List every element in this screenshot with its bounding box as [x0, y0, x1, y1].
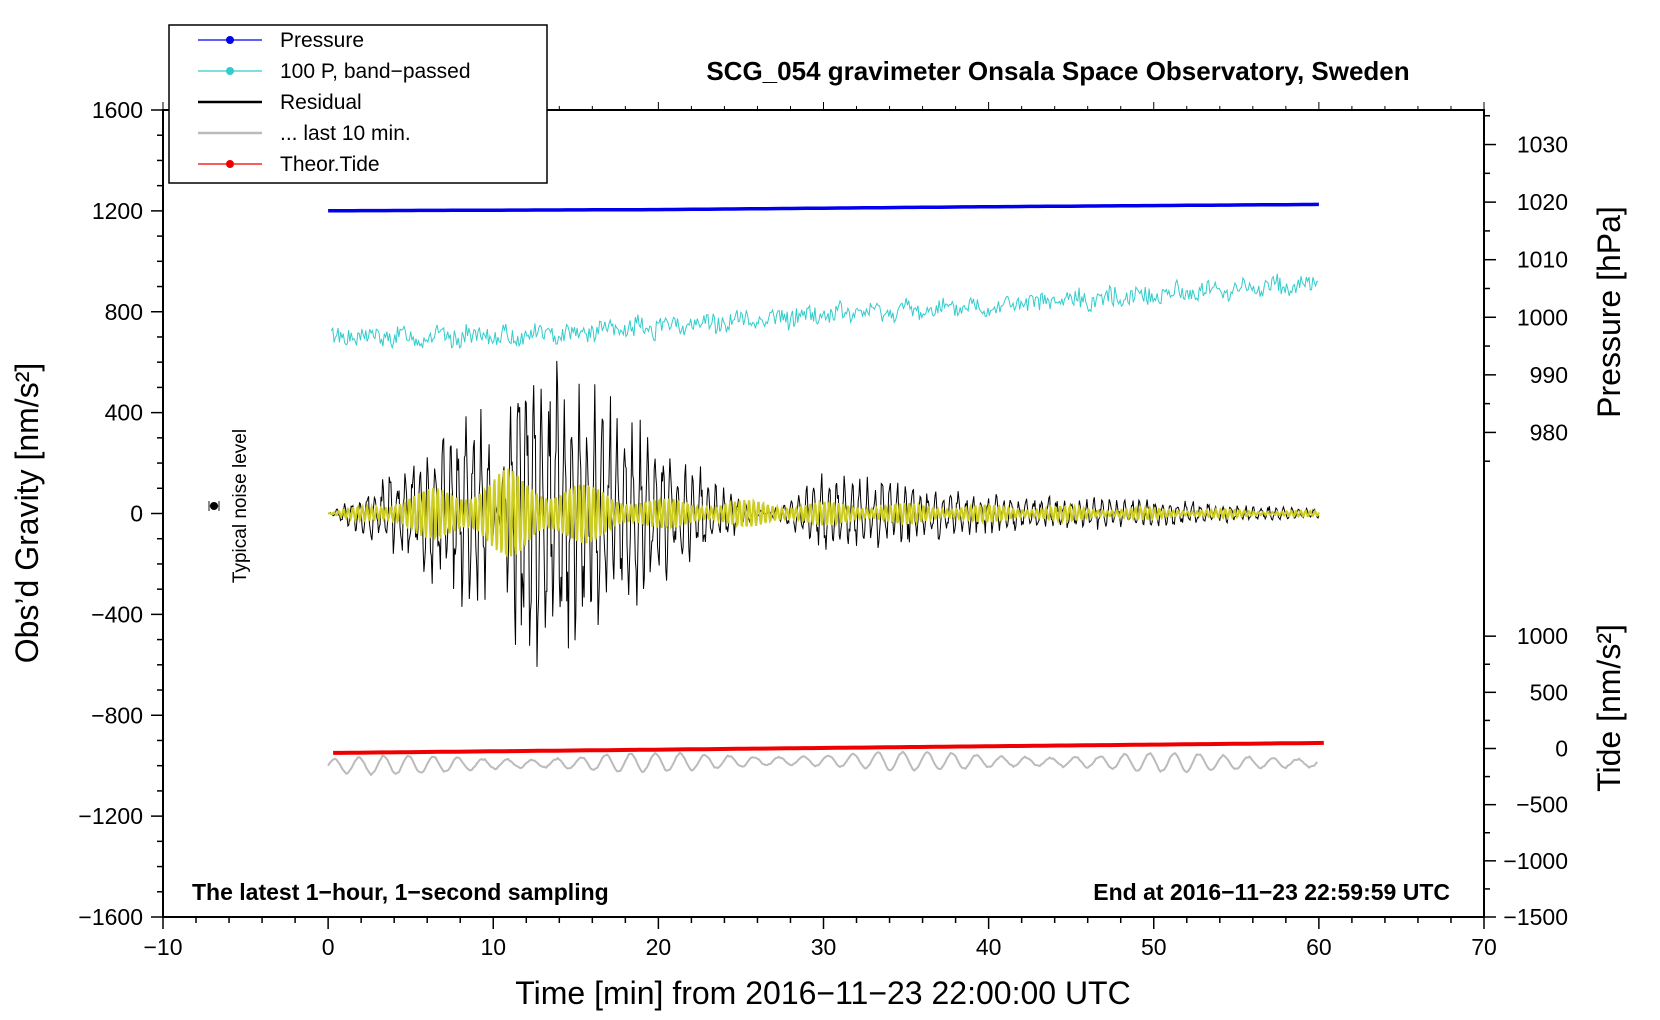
legend-marker-pressure — [226, 36, 234, 44]
series-theor-tide — [333, 740, 1324, 755]
legend-label-pressure: Pressure — [280, 29, 364, 52]
y-left-tick-label: −800 — [91, 702, 143, 728]
y-left-tick-label: 1600 — [92, 97, 143, 123]
x-tick-label: 20 — [646, 934, 672, 960]
series-layer — [327, 202, 1324, 777]
x-tick-label: −10 — [143, 934, 182, 960]
x-tick-label: 10 — [480, 934, 506, 960]
series-band-passed-pressure — [330, 273, 1319, 350]
footer-left: The latest 1−hour, 1−second sampling — [192, 879, 609, 905]
y-tide-tick-label: −1000 — [1503, 848, 1568, 874]
y-tide-tick-label: 1000 — [1517, 623, 1568, 649]
x-tick-label: 70 — [1471, 934, 1497, 960]
series-last-10-min — [327, 750, 1318, 777]
x-tick-label: 0 — [322, 934, 335, 960]
legend: Pressure 100 P, band−passed Residual ... la… — [168, 24, 548, 184]
y-left-tick-label: −1200 — [78, 803, 143, 829]
series-pressure — [328, 202, 1319, 213]
noise-level-label: Typical noise level — [230, 429, 251, 583]
x-axis-title: Time [min] from 2016−11−23 22:00:00 UTC — [515, 975, 1130, 1011]
legend-label-band-passed: 100 P, band−passed — [280, 60, 471, 83]
y-pressure-tick-label: 990 — [1530, 362, 1568, 388]
noise-dot — [210, 502, 218, 510]
legend-items: Pressure 100 P, band−passed Residual ... la… — [198, 29, 471, 176]
legend-marker-band-passed — [226, 67, 234, 75]
y-left-axis-ticks: −1600 −1200 −800 −400 0 400 800 1200 1600 — [78, 97, 163, 930]
y-left-tick-label: −1600 — [78, 904, 143, 930]
y-pressure-axis-ticks: 980 990 1000 1010 1020 1030 — [1484, 115, 1568, 462]
legend-label-residual: Residual — [280, 91, 362, 114]
y-tide-axis-ticks: −1500 −1000 −500 0 500 1000 — [1484, 623, 1568, 930]
footer-right: End at 2016−11−23 22:59:59 UTC — [1093, 879, 1450, 905]
y-left-tick-label: −400 — [91, 601, 143, 627]
y-left-axis-title: Obs’d Gravity [nm/s²] — [9, 363, 45, 664]
noise-level-marker — [208, 501, 220, 511]
legend-label-last-10-min: ... last 10 min. — [280, 122, 411, 145]
legend-marker-theor-tide — [226, 160, 234, 168]
x-tick-label: 40 — [976, 934, 1002, 960]
y-tide-tick-label: 0 — [1555, 736, 1568, 762]
y-tide-tick-label: −1500 — [1503, 904, 1568, 930]
y-left-tick-label: 800 — [105, 299, 143, 325]
y-left-tick-label: 0 — [130, 501, 143, 527]
x-axis-ticks: −10 0 10 20 30 40 50 60 70 — [143, 102, 1497, 960]
y-pressure-axis-title: Pressure [hPa] — [1591, 206, 1627, 418]
y-pressure-tick-label: 1030 — [1517, 132, 1568, 158]
y-left-tick-label: 1200 — [92, 198, 143, 224]
legend-box — [168, 24, 548, 184]
y-pressure-tick-label: 1020 — [1517, 189, 1568, 215]
x-tick-label: 30 — [811, 934, 837, 960]
y-tide-axis-title: Tide [nm/s²] — [1591, 624, 1627, 792]
y-left-tick-label: 400 — [105, 400, 143, 426]
legend-label-theor-tide: Theor.Tide — [280, 153, 380, 176]
x-tick-label: 50 — [1141, 934, 1167, 960]
chart-title: SCG_054 gravimeter Onsala Space Observat… — [706, 56, 1409, 86]
y-tide-tick-label: 500 — [1530, 679, 1568, 705]
y-pressure-tick-label: 1010 — [1517, 247, 1568, 273]
y-pressure-tick-label: 980 — [1530, 419, 1568, 445]
series-filtered-residual — [327, 468, 1320, 559]
y-pressure-tick-label: 1000 — [1517, 304, 1568, 330]
x-tick-label: 60 — [1306, 934, 1332, 960]
y-tide-tick-label: −500 — [1516, 792, 1568, 818]
